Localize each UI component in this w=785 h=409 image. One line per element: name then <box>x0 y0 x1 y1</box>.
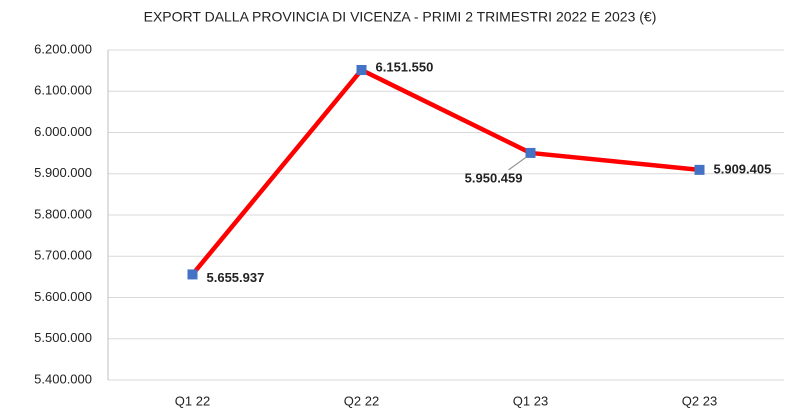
y-tick-label: 5.800.000 <box>34 206 92 221</box>
y-tick-label: 6.100.000 <box>34 83 92 98</box>
y-tick-label: 6.000.000 <box>34 124 92 139</box>
y-tick-label: 5.600.000 <box>34 289 92 304</box>
x-tick-label: Q2 22 <box>344 393 379 408</box>
marker <box>356 64 367 75</box>
y-tick-label: 5.500.000 <box>34 330 92 345</box>
leader-line <box>508 156 527 171</box>
line <box>190 67 700 276</box>
x-tick-label: Q1 23 <box>513 393 548 408</box>
y-tick-label: 5.700.000 <box>34 248 92 263</box>
data-label: 5.655.937 <box>207 270 265 285</box>
data-label: 6.151.550 <box>376 59 434 74</box>
data-label: 5.909.405 <box>714 161 772 176</box>
y-tick-label: 6.200.000 <box>34 41 92 56</box>
y-tick-label: 5.400.000 <box>34 371 92 386</box>
marker <box>187 269 198 280</box>
x-tick-label: Q2 23 <box>682 393 717 408</box>
marker <box>525 147 536 158</box>
data-label: 5.950.459 <box>465 170 523 185</box>
x-tick-label: Q1 22 <box>175 393 210 408</box>
chart-title: EXPORT DALLA PROVINCIA DI VICENZA - PRIM… <box>144 9 657 25</box>
marker <box>694 164 705 175</box>
y-tick-label: 5.900.000 <box>34 165 92 180</box>
